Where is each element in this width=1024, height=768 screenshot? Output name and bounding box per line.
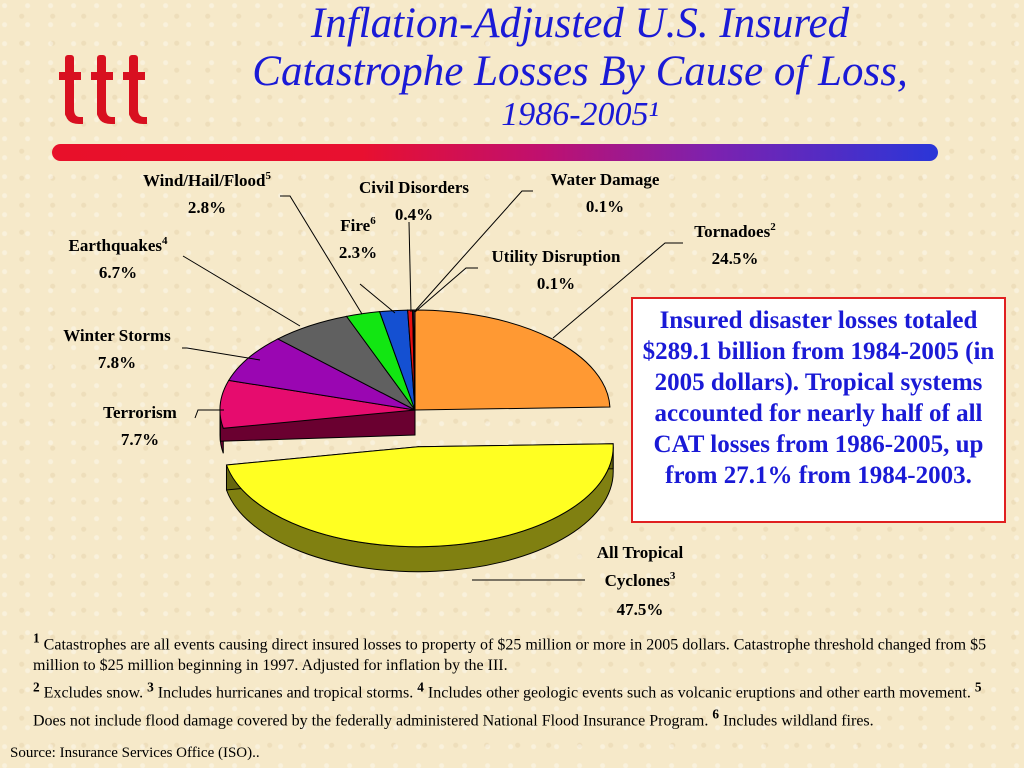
slice-label-name-5: Wind/Hail/Flood5 bbox=[143, 170, 272, 190]
page-title-line-1: Inflation-Adjusted U.S. Insured bbox=[310, 0, 850, 47]
footnote-3-text: Includes hurricanes and tropical storms. bbox=[153, 684, 418, 702]
slice-label-name-1: All Tropical bbox=[597, 543, 684, 562]
footnote-1-marker: 1 bbox=[33, 631, 40, 646]
footnote-2-text: Excludes snow. bbox=[39, 684, 148, 702]
footnotes: 1 Catastrophes are all events causing di… bbox=[33, 628, 993, 731]
slice-labels: Tornadoes2 24.5% All Tropical Cyclones3 47.5… bbox=[63, 170, 776, 619]
slice-label-name-2: Terrorism bbox=[103, 403, 177, 422]
slice-label-value-7: 0.4% bbox=[395, 205, 433, 224]
leader-line-2 bbox=[194, 409, 224, 419]
slice-label-value-5: 2.8% bbox=[188, 198, 226, 217]
slice-label-name-0: Tornadoes2 bbox=[694, 221, 776, 241]
slice-label-value-2: 7.7% bbox=[121, 430, 159, 449]
source-note: Source: Insurance Services Office (ISO).… bbox=[10, 745, 260, 761]
slice-label-name-3: Winter Storms bbox=[63, 326, 171, 345]
slice-label-9: Utility Disruption 0.1% bbox=[492, 247, 621, 293]
footnote-5-text: Does not include flood damage covered by… bbox=[33, 711, 713, 729]
footnote-2-marker: 2 bbox=[33, 679, 40, 695]
leader-line-0 bbox=[552, 242, 683, 339]
title-divider-bar bbox=[52, 144, 938, 161]
page-title-line-2: Catastrophe Losses By Cause of Loss, bbox=[252, 48, 908, 95]
leader-line-5 bbox=[280, 195, 363, 315]
slice-label-8: Water Damage 0.1% bbox=[551, 170, 660, 216]
leader-line-6 bbox=[359, 283, 396, 314]
footnote-4-text: Includes other geologic events such as v… bbox=[423, 684, 975, 702]
slice-label-value-8: 0.1% bbox=[586, 197, 624, 216]
slice-label-3: Winter Storms 7.8% bbox=[63, 326, 171, 372]
leader-lines bbox=[182, 190, 683, 581]
footnote-6-marker: 6 bbox=[712, 706, 720, 722]
slice-label-2: Terrorism 7.7% bbox=[103, 403, 177, 449]
pie-slice-0 bbox=[414, 309, 611, 411]
slice-label-1: All Tropical Cyclones3 47.5% bbox=[597, 543, 684, 619]
leader-line-9 bbox=[414, 267, 478, 313]
slice-label-5: Wind/Hail/Flood5 2.8% bbox=[143, 170, 272, 217]
slice-label-name-9: Utility Disruption bbox=[492, 247, 621, 266]
slice-label-name-4: Earthquakes4 bbox=[68, 235, 168, 255]
slice-label-name-6: Fire6 bbox=[340, 215, 376, 235]
leader-line-8 bbox=[413, 190, 533, 313]
slice-label-value-6: 2.3% bbox=[339, 243, 377, 262]
pie-slice-1 bbox=[225, 443, 614, 548]
slice-label-4: Earthquakes4 6.7% bbox=[68, 235, 168, 282]
slice-label-name-7: Civil Disorders bbox=[359, 178, 469, 197]
footnote-4-marker: 4 bbox=[417, 679, 424, 695]
leader-line-3 bbox=[182, 347, 261, 361]
slice-label-name-cont-1: Cyclones3 bbox=[605, 570, 676, 590]
slice-label-value-1: 47.5% bbox=[617, 600, 664, 619]
summary-callout: Insured disaster losses totaled $289.1 b… bbox=[631, 297, 1006, 523]
slice-label-0: Tornadoes2 24.5% bbox=[694, 221, 776, 268]
slice-label-7: Civil Disorders 0.4% bbox=[359, 178, 469, 224]
leader-line-4 bbox=[182, 255, 301, 327]
slice-label-value-4: 6.7% bbox=[99, 263, 137, 282]
pie-tops bbox=[219, 309, 614, 548]
leader-line-7 bbox=[408, 221, 412, 313]
slice-label-value-0: 24.5% bbox=[712, 249, 759, 268]
footnote-6-text: Includes wildland fires. bbox=[719, 711, 874, 729]
slice-label-name-8: Water Damage bbox=[551, 170, 660, 189]
slice-label-value-9: 0.1% bbox=[537, 274, 575, 293]
pie-slice-2 bbox=[219, 379, 416, 429]
page-subtitle-years: 1986-2005¹ bbox=[501, 96, 659, 133]
footnote-3-marker: 3 bbox=[147, 679, 154, 695]
slice-label-value-3: 7.8% bbox=[98, 353, 136, 372]
footnote-5-marker: 5 bbox=[974, 679, 982, 695]
pie-slice-9 bbox=[413, 309, 416, 411]
slice-label-6: Fire6 2.3% bbox=[339, 215, 377, 262]
footnote-1-text: Catastrophes are all events causing dire… bbox=[33, 636, 987, 675]
iii-logo-icon bbox=[59, 55, 147, 124]
